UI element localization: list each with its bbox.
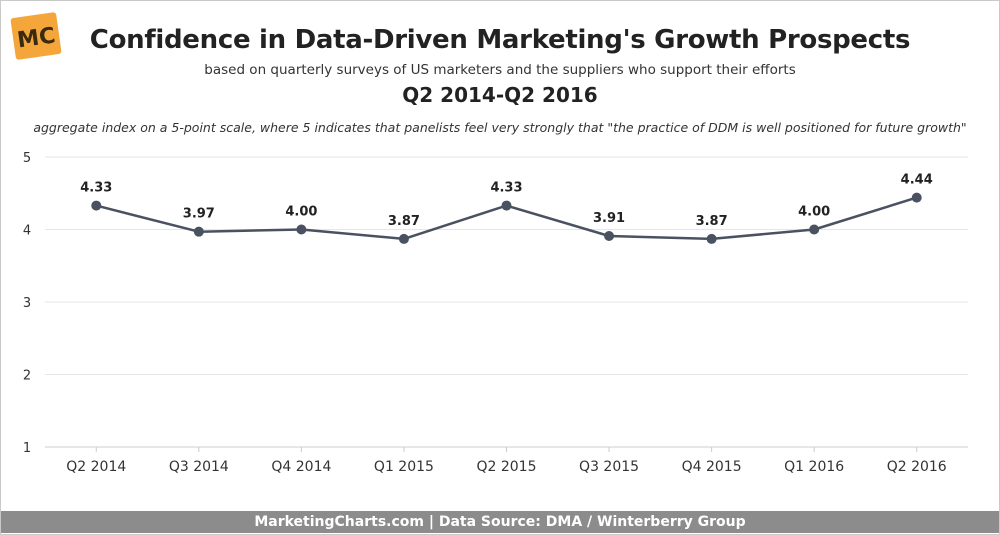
data-point: [91, 200, 102, 211]
y-tick-label: 2: [23, 369, 31, 384]
data-label: 4.00: [798, 205, 830, 220]
y-tick-label: 4: [23, 224, 31, 239]
data-label: 3.87: [696, 214, 728, 229]
data-point: [809, 224, 820, 235]
y-tick-label: 1: [23, 441, 31, 456]
x-tick-label: Q2 2015: [476, 459, 536, 475]
x-tick-label: Q1 2015: [374, 459, 434, 475]
x-tick-label: Q3 2014: [169, 459, 229, 475]
data-point: [398, 233, 409, 244]
source-footer: MarketingCharts.com | Data Source: DMA /…: [1, 511, 999, 533]
chart-subtitle: based on quarterly surveys of US markete…: [204, 62, 796, 78]
x-tick-label: Q2 2016: [887, 459, 947, 475]
chart-title: Confidence in Data-Driven Marketing's Gr…: [89, 25, 911, 55]
data-point: [501, 200, 512, 211]
data-point: [706, 233, 717, 244]
marketingcharts-logo: MC: [10, 12, 62, 60]
x-tick-label: Q3 2015: [579, 459, 639, 475]
logo-text: MC: [16, 23, 57, 53]
x-tick-label: Q1 2016: [784, 459, 844, 475]
data-label: 4.44: [901, 173, 933, 188]
data-point: [193, 226, 204, 237]
data-point: [296, 224, 307, 235]
data-label: 3.97: [183, 207, 215, 222]
y-tick-label: 3: [23, 296, 31, 311]
data-label: 3.87: [388, 214, 420, 229]
chart-note: aggregate index on a 5-point scale, wher…: [33, 120, 967, 135]
data-point: [911, 192, 922, 203]
x-tick-label: Q4 2015: [682, 459, 742, 475]
x-tick-label: Q4 2014: [271, 459, 331, 475]
data-label: 3.91: [593, 211, 625, 226]
data-label: 4.00: [285, 205, 317, 220]
data-label: 4.33: [490, 181, 522, 196]
chart-period: Q2 2014-Q2 2016: [402, 83, 598, 107]
data-label: 4.33: [80, 181, 112, 196]
x-tick-label: Q2 2014: [66, 459, 126, 475]
data-point: [604, 231, 615, 242]
y-tick-label: 5: [23, 151, 31, 166]
